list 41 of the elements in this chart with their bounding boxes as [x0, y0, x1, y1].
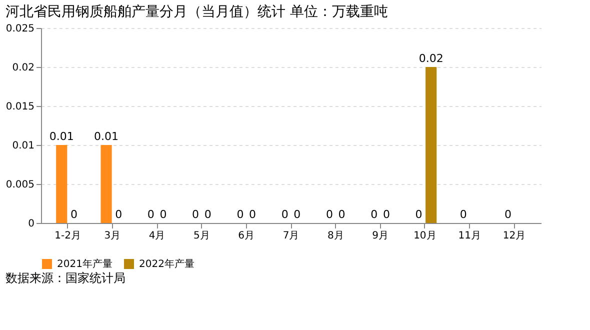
x-tick-label: 12月: [502, 230, 526, 242]
data-label: 0: [249, 208, 256, 221]
y-tick-label: 0: [28, 218, 34, 230]
data-label: 0: [281, 208, 288, 221]
y-tick-label: 0.015: [6, 102, 34, 112]
data-label: 0: [504, 208, 512, 221]
data-label: 0.02: [418, 52, 444, 65]
x-tick-label: 10月: [414, 230, 436, 242]
data-label: 0: [192, 208, 200, 221]
data-label: 0.01: [49, 130, 74, 143]
x-tick-label: 1-2月: [54, 230, 81, 242]
data-label: 0: [382, 208, 390, 221]
x-tick-label: 4月: [148, 230, 166, 242]
data-label: 0: [370, 208, 378, 221]
x-tick-label: 7月: [282, 230, 300, 242]
data-label: 0: [160, 208, 167, 221]
legend-label: 2022年产量: [139, 258, 194, 270]
chart-title: 河北省民用钢质船舶产量分月（当月值）统计 单位：万载重吨: [5, 4, 388, 20]
x-tick-label: 6月: [238, 230, 255, 242]
data-label: 0: [294, 208, 301, 221]
x-tick-label: 8月: [327, 230, 344, 242]
data-label: 0: [115, 208, 122, 221]
x-tick-label: 3月: [104, 230, 121, 242]
data-label: 0: [460, 208, 467, 221]
x-tick-label: 5月: [194, 230, 210, 242]
y-tick-label: 0.01: [12, 140, 34, 152]
legend-label: 2021年产量: [57, 258, 112, 270]
data-label: 0: [204, 208, 212, 221]
data-label: 0.01: [94, 130, 119, 143]
data-label: 0: [415, 208, 422, 221]
data-label: 0: [326, 208, 333, 221]
data-label: 0: [147, 208, 154, 221]
data-label: 0: [70, 208, 78, 221]
y-tick-label: 0.02: [12, 62, 34, 74]
data-label: 0: [338, 208, 346, 221]
data-label: 0: [236, 208, 244, 221]
source-note: 数据来源：国家统计局: [5, 271, 126, 285]
y-tick-label: 0.005: [6, 180, 34, 190]
x-tick-label: 11月: [458, 230, 481, 242]
x-tick-label: 9月: [372, 230, 388, 242]
y-tick-label: 0.025: [6, 24, 34, 34]
